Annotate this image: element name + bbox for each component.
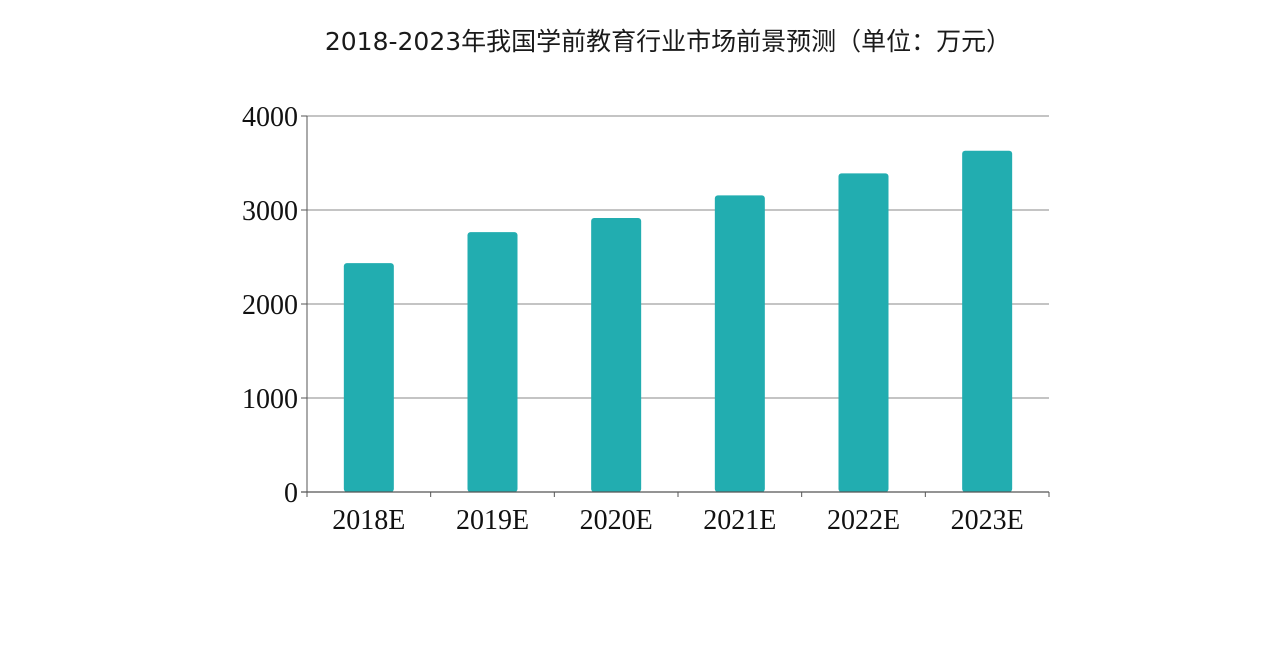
y-tick-labels: 0 1000 2000 3000 4000 (242, 102, 298, 509)
x-tick-labels: 2018E 2019E 2020E 2021E 2022E 2023E (332, 505, 1023, 536)
x-tick-label: 2018E (332, 505, 405, 536)
gridlines (307, 115, 1049, 399)
x-tick-label: 2023E (951, 505, 1024, 536)
y-tick-label: 4000 (242, 102, 298, 133)
bars (343, 150, 1013, 493)
x-tick-label: 2021E (703, 505, 776, 536)
x-tick-label: 2020E (580, 505, 653, 536)
x-tick-label: 2022E (827, 505, 900, 536)
bar-2018E (343, 263, 394, 492)
bar-2022E (838, 173, 889, 492)
bar-2023E (962, 150, 1013, 492)
y-tick-label: 1000 (242, 384, 298, 415)
bar-2019E (467, 232, 518, 492)
y-tick-label: 3000 (242, 196, 298, 227)
y-tick-label: 2000 (242, 290, 298, 321)
chart-title: 2018-2023年我国学前教育行业市场前景预测（单位：万元） (324, 27, 1012, 56)
bar-2020E (591, 217, 642, 493)
y-tick-label: 0 (284, 478, 298, 509)
x-tick-label: 2019E (456, 505, 529, 536)
bar-2021E (714, 195, 765, 492)
axes (301, 115, 1050, 497)
